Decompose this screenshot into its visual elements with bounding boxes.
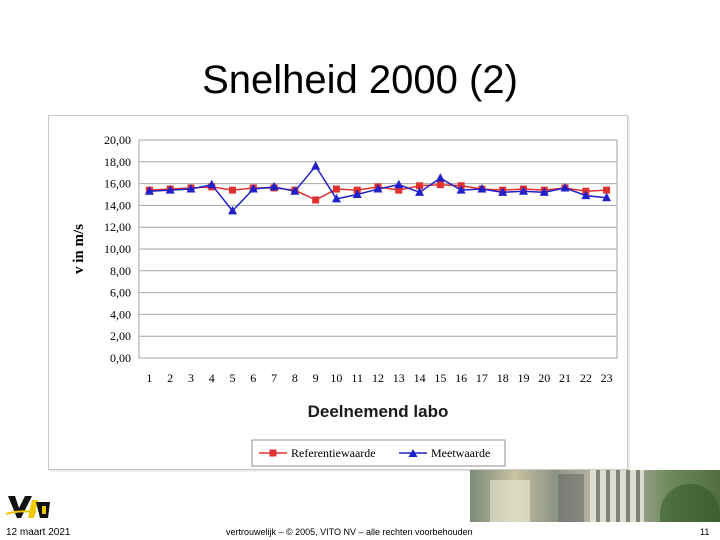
data-point-meetwaarde <box>456 185 466 194</box>
legend-marker-referentiewaarde <box>269 449 277 457</box>
x-tick-label: 1 <box>146 371 152 385</box>
x-tick-label: 6 <box>250 371 256 385</box>
x-tick-label: 4 <box>209 371 215 385</box>
footer-copyright: vertrouwelijk – © 2005, VITO NV – alle r… <box>226 527 473 537</box>
data-point-meetwaarde <box>518 186 528 195</box>
x-tick-label: 7 <box>271 371 277 385</box>
y-tick-label: 12,00 <box>104 220 131 234</box>
x-tick-label: 3 <box>188 371 194 385</box>
data-point-referentiewaarde <box>395 186 403 194</box>
y-tick-labels: 0,00 2,00 4,00 6,00 8,00 10,00 12,00 14,00 16,00… <box>104 133 131 365</box>
x-tick-labels: 1 2 3 4 5 6 7 8 9 10 11 12 13 14 15 16 17 18 19 20 21 22 23 <box>146 371 612 385</box>
y-tick-label: 2,00 <box>110 329 131 343</box>
x-tick-label: 23 <box>601 371 613 385</box>
y-tick-label: 0,00 <box>110 351 131 365</box>
data-point-meetwaarde <box>560 182 570 192</box>
footer-date: 12 maart 2021 <box>6 527 71 538</box>
x-tick-label: 20 <box>538 371 550 385</box>
x-tick-label: 17 <box>476 371 488 385</box>
x-tick-label: 9 <box>313 371 319 385</box>
decorative-photo-strip <box>470 470 720 522</box>
data-point-meetwaarde <box>144 186 154 195</box>
x-tick-label: 10 <box>330 371 342 385</box>
data-point-meetwaarde <box>311 161 321 170</box>
y-tick-label: 4,00 <box>110 307 131 321</box>
legend-label-meetwaarde: Meetwaarde <box>431 446 490 460</box>
data-point-meetwaarde <box>269 181 279 191</box>
vito-logo-icon <box>6 496 50 518</box>
x-tick-label: 15 <box>434 371 446 385</box>
data-point-meetwaarde <box>498 187 508 196</box>
y-tick-label: 6,00 <box>110 286 131 300</box>
data-point-meetwaarde <box>435 173 445 182</box>
data-point-referentiewaarde <box>603 186 611 194</box>
data-point-meetwaarde <box>331 193 341 203</box>
slide-title: Snelheid 2000 (2) <box>202 58 518 102</box>
x-tick-label: 2 <box>167 371 173 385</box>
data-point-meetwaarde <box>352 189 362 198</box>
data-point-referentiewaarde <box>332 185 340 193</box>
x-tick-label: 11 <box>351 371 363 385</box>
legend-label-referentiewaarde: Referentiewaarde <box>291 446 376 460</box>
x-tick-label: 21 <box>559 371 571 385</box>
legend-box <box>251 439 506 467</box>
y-axis-label: v in m/s <box>71 224 87 274</box>
x-tick-label: 19 <box>517 371 529 385</box>
x-tick-label: 8 <box>292 371 298 385</box>
data-point-meetwaarde <box>248 184 258 193</box>
data-point-meetwaarde <box>373 184 383 193</box>
footer-page-number: 11 <box>700 527 710 537</box>
data-point-meetwaarde <box>186 184 196 193</box>
x-tick-label: 12 <box>372 371 384 385</box>
y-tick-label: 16,00 <box>104 177 131 191</box>
y-tick-label: 10,00 <box>104 242 131 256</box>
footer-bar <box>0 522 720 540</box>
data-point-referentiewaarde <box>229 186 237 194</box>
x-tick-label: 5 <box>230 371 236 385</box>
x-tick-label: 14 <box>414 371 426 385</box>
x-tick-label: 18 <box>497 371 509 385</box>
x-tick-label: 13 <box>393 371 405 385</box>
data-series <box>144 161 612 215</box>
data-point-meetwaarde <box>477 184 487 193</box>
y-tick-label: 8,00 <box>110 264 131 278</box>
x-tick-label: 22 <box>580 371 592 385</box>
data-point-referentiewaarde <box>436 181 444 189</box>
data-point-meetwaarde <box>228 205 238 215</box>
chart-frame: 0,00 2,00 4,00 6,00 8,00 10,00 12,00 14,00 16,00… <box>48 115 628 470</box>
data-point-meetwaarde <box>415 187 425 196</box>
line-chart: 0,00 2,00 4,00 6,00 8,00 10,00 12,00 14,00 16,00… <box>71 133 618 467</box>
legend-marker-meetwaarde <box>408 449 418 457</box>
y-tick-label: 20,00 <box>104 133 131 147</box>
legend: Referentiewaarde Meetwaarde <box>251 439 506 467</box>
x-axis-label: Deelnemend labo <box>308 402 449 421</box>
data-point-meetwaarde <box>394 179 404 189</box>
data-point-meetwaarde <box>602 192 612 202</box>
y-tick-label: 14,00 <box>104 198 131 212</box>
data-point-referentiewaarde <box>312 196 320 204</box>
data-point-meetwaarde <box>165 185 175 194</box>
data-point-meetwaarde <box>207 179 217 189</box>
data-point-referentiewaarde <box>416 182 424 190</box>
data-point-meetwaarde <box>581 190 591 200</box>
data-point-meetwaarde <box>539 187 549 196</box>
data-point-meetwaarde <box>290 186 300 195</box>
y-tick-label: 18,00 <box>104 155 131 169</box>
x-tick-label: 16 <box>455 371 467 385</box>
